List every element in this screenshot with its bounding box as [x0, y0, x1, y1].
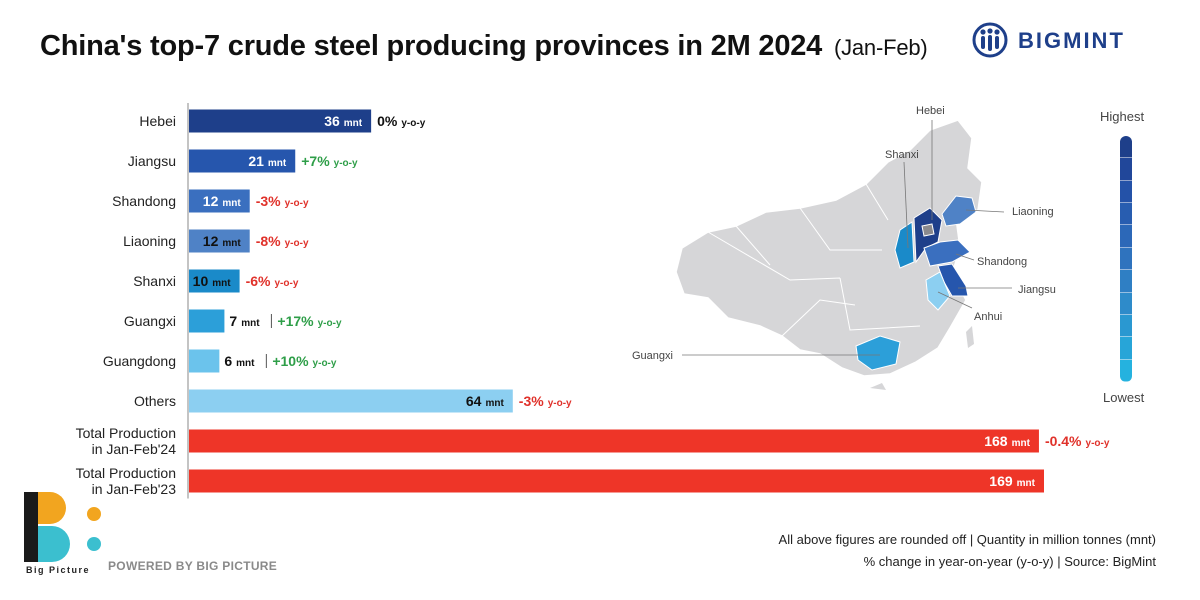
- legend-low-label: Lowest: [1103, 390, 1145, 405]
- map-label-hebei: Hebei: [916, 105, 945, 117]
- yoy-label: -0.4% y-o-y: [1045, 433, 1110, 449]
- legend-swatch-4: [1120, 225, 1132, 248]
- yoy-label: +17% y-o-y: [277, 313, 342, 329]
- bar: [189, 229, 250, 253]
- category-label: Total Production in Jan-Feb'23: [76, 465, 177, 497]
- legend-high-label: Highest: [1100, 109, 1145, 124]
- category-label: Liaoning: [123, 233, 176, 249]
- bar: [189, 469, 1044, 493]
- map-color-scale: [1120, 136, 1132, 382]
- category-label: Guangdong: [103, 353, 176, 369]
- data-label: 12 mnt: [203, 233, 242, 249]
- map-province-shandong: [923, 239, 971, 267]
- bigmint-logo: BIGMINT: [972, 22, 1123, 58]
- map-province-anhui: [925, 271, 951, 311]
- yoy-label: -3% y-o-y: [256, 193, 309, 209]
- footnote-source: % change in year-on-year (y-o-y) | Sourc…: [863, 554, 1156, 569]
- bigmint-logo-icon: [972, 22, 1008, 58]
- map-province-shanxi: [894, 221, 915, 269]
- legend-swatch-10: [1120, 359, 1132, 382]
- category-label: Shanxi: [133, 273, 176, 289]
- legend-swatch-2: [1120, 180, 1132, 204]
- legend-swatch-5: [1120, 247, 1132, 271]
- category-label: Jiangsu: [128, 153, 176, 169]
- yoy-label: +7% y-o-y: [301, 153, 358, 169]
- leader-anhui: [937, 291, 973, 309]
- map-province-border: [707, 183, 921, 337]
- map-hainan: [870, 383, 886, 390]
- map-province-liaoning: [941, 195, 977, 227]
- map-province-beijing: [921, 223, 935, 237]
- yoy-label: +10% y-o-y: [272, 353, 337, 369]
- map-label-guangxi: Guangxi: [632, 350, 673, 362]
- bar: [189, 269, 240, 293]
- data-label: 36 mnt: [324, 113, 363, 129]
- category-label: Guangxi: [124, 313, 176, 329]
- powered-by-text: POWERED BY BIG PICTURE: [108, 559, 278, 573]
- bar: [189, 189, 250, 213]
- data-label: 169 mnt: [989, 473, 1035, 489]
- title-main: China's top-7 crude steel producing prov…: [40, 30, 823, 62]
- map-label-anhui: Anhui: [974, 311, 1002, 323]
- legend-swatch-8: [1120, 314, 1132, 338]
- title-subtitle: (Jan-Feb): [833, 35, 928, 60]
- data-label: 21 mnt: [248, 153, 287, 169]
- map-label-shandong: Shandong: [977, 256, 1027, 268]
- page-title: China's top-7 crude steel producing prov…: [40, 30, 928, 63]
- big-picture-logo-icon: [24, 492, 101, 562]
- legend-swatch-1: [1120, 158, 1132, 181]
- data-label: 6 mnt: [224, 353, 255, 369]
- data-label: 10 mnt: [193, 273, 232, 289]
- data-label: 12 mnt: [203, 193, 242, 209]
- category-label: Shandong: [112, 193, 176, 209]
- data-label: 7 mnt: [229, 313, 260, 329]
- legend-swatch-6: [1120, 270, 1132, 293]
- bar: [189, 389, 513, 413]
- yoy-label: 0% y-o-y: [377, 113, 426, 129]
- china-map: Hebei Shanxi Liaoning Shandong Jiangsu A…: [632, 105, 1056, 390]
- map-province-guangxi: [855, 335, 901, 371]
- leader-liaoning: [965, 209, 1005, 213]
- legend-swatch-0: [1120, 136, 1132, 159]
- data-label: 168 mnt: [984, 433, 1030, 449]
- data-label: 64 mnt: [466, 393, 505, 409]
- bar: [189, 109, 372, 133]
- legend-swatch-9: [1120, 337, 1132, 360]
- brand-name: BIGMINT: [1018, 28, 1125, 53]
- category-label: Hebei: [139, 113, 176, 129]
- yoy-label: -6% y-o-y: [246, 273, 299, 289]
- bar: [189, 429, 1039, 453]
- bar: [189, 349, 220, 373]
- bar: [189, 149, 296, 173]
- bar: [189, 309, 225, 333]
- map-taiwan: [966, 326, 974, 348]
- category-label: Others: [134, 393, 176, 409]
- map-label-shanxi: Shanxi: [885, 149, 919, 161]
- yoy-label: -3% y-o-y: [519, 393, 572, 409]
- legend-swatch-7: [1120, 292, 1132, 315]
- bar-chart: Hebei 36 mnt 0% y-o-y Jiangsu 21 mnt +7% y-o-y Sha…: [76, 103, 1110, 499]
- footnote-units: All above figures are rounded off | Quan…: [778, 532, 1156, 547]
- map-leader-lines: [682, 120, 1012, 356]
- map-label-jiangsu: Jiangsu: [1018, 284, 1056, 296]
- category-label: Total Production in Jan-Feb'24: [76, 425, 177, 457]
- leader-shandong: [955, 253, 975, 261]
- yoy-label: -8% y-o-y: [256, 233, 309, 249]
- big-picture-name: Big Picture: [26, 565, 91, 575]
- legend-swatch-3: [1120, 203, 1132, 226]
- leader-shanxi: [903, 161, 909, 249]
- map-label-liaoning: Liaoning: [1012, 206, 1054, 218]
